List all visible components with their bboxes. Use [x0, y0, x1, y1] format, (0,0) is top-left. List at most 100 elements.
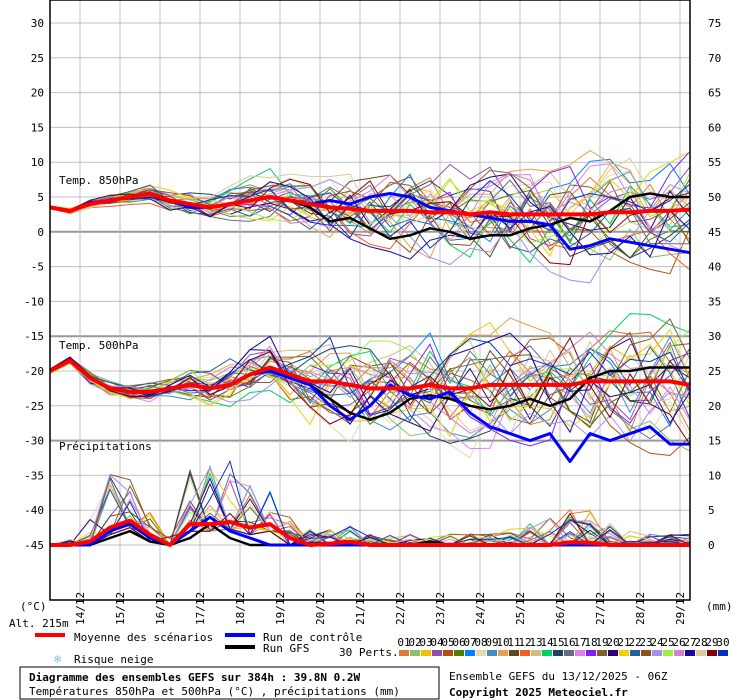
pert-swatch-21: [619, 650, 629, 656]
pert-id-label: 10: [496, 636, 509, 649]
perturbation-line-22: [49, 184, 691, 253]
pert-id-label: 22: [628, 636, 641, 649]
perturbation-line-22: [49, 346, 691, 422]
panel-label-500: Temp. 500hPa: [59, 339, 138, 352]
right-tick-label: 10: [708, 469, 721, 482]
legend-perts-label: 30 Perts.: [339, 646, 399, 659]
pert-id-label: 15: [551, 636, 564, 649]
pert-swatch-18: [586, 650, 596, 656]
pert-swatch-19: [597, 650, 607, 656]
pert-id-label: 12: [518, 636, 531, 649]
left-tick-label: 10: [31, 156, 44, 169]
pert-swatch-03: [421, 650, 431, 656]
perturbation-line-19: [49, 318, 691, 429]
mean-line: [50, 518, 690, 547]
right-axis-unit: (mm): [706, 600, 733, 613]
pert-swatch-06: [454, 650, 464, 656]
right-tick-label: 30: [708, 330, 721, 343]
pert-id-label: 24: [650, 636, 664, 649]
mean-line: [49, 358, 691, 394]
left-tick-label: 5: [37, 191, 44, 204]
pert-id-label: 05: [441, 636, 454, 649]
left-tick-label: -15: [24, 330, 44, 343]
plot-frame: [49, 0, 691, 601]
pert-swatch-26: [674, 650, 684, 656]
right-tick-label: 50: [708, 191, 721, 204]
right-tick-label: 55: [708, 156, 721, 169]
left-tick-label: -35: [24, 469, 44, 482]
perturbation-legend: 0102030405060708091011121314151617181920…: [397, 636, 730, 656]
legend-gfs-label: Run GFS: [263, 642, 309, 655]
pert-id-label: 13: [529, 636, 542, 649]
left-tick-label: 30: [31, 17, 44, 30]
x-tick-label: 20/12: [314, 592, 327, 625]
legend-control-swatch: [225, 633, 255, 637]
pert-id-label: 01: [397, 636, 410, 649]
pert-id-label: 18: [584, 636, 597, 649]
pert-id-label: 14: [540, 636, 554, 649]
x-tick-label: 16/12: [154, 592, 167, 625]
pert-id-label: 17: [573, 636, 586, 649]
x-tick-label: 14/12: [74, 592, 87, 625]
pert-id-label: 27: [683, 636, 696, 649]
x-tick-label: 17/12: [194, 592, 207, 625]
pert-id-label: 21: [617, 636, 630, 649]
pert-id-label: 30: [716, 636, 729, 649]
pert-id-label: 23: [639, 636, 652, 649]
right-tick-label: 60: [708, 121, 721, 134]
x-tick-label: 18/12: [234, 592, 247, 625]
chart-subtitle: Températures 850hPa et 500hPa (°C) , pré…: [29, 685, 400, 698]
pert-id-label: 07: [463, 636, 476, 649]
right-tick-label: 25: [708, 365, 721, 378]
title-box: [19, 666, 440, 700]
perturbation-line-17: [49, 163, 691, 254]
x-tick-label: 21/12: [354, 592, 367, 625]
x-tick-label: 24/12: [474, 592, 487, 625]
pert-swatch-28: [696, 650, 706, 656]
pert-swatch-14: [542, 650, 552, 656]
perturbation-line-25: [49, 329, 691, 422]
right-tick-label: 35: [708, 295, 721, 308]
left-tick-label: -5: [31, 261, 44, 274]
perturbation-line-12: [49, 193, 691, 271]
x-tick-label: 15/12: [114, 592, 127, 625]
mean-line: [49, 191, 691, 217]
left-tick-label: -10: [24, 295, 44, 308]
pert-id-label: 19: [595, 636, 608, 649]
legend-mean-label: Moyenne des scénarios: [74, 631, 213, 644]
left-tick-label: 0: [37, 226, 44, 239]
pert-swatch-08: [476, 650, 486, 656]
left-tick-label: -30: [24, 435, 44, 448]
pert-id-label: 08: [474, 636, 487, 649]
x-tick-label: 23/12: [434, 592, 447, 625]
x-tick-label: 22/12: [394, 592, 407, 625]
panel-label-precip: Précipitations: [59, 440, 152, 453]
right-tick-label: 75: [708, 17, 721, 30]
right-tick-label: 65: [708, 87, 721, 100]
left-tick-label: -25: [24, 400, 44, 413]
pert-swatch-20: [608, 650, 618, 656]
pert-swatch-25: [663, 650, 673, 656]
right-tick-label: 40: [708, 261, 721, 274]
pert-swatch-24: [652, 650, 662, 656]
pert-id-label: 16: [562, 636, 575, 649]
right-tick-label: 5: [708, 504, 715, 517]
left-axis-unit: (°C): [20, 600, 47, 613]
x-tick-label: 19/12: [274, 592, 287, 625]
right-tick-label: 70: [708, 52, 721, 65]
perturbation-line-06: [49, 355, 691, 428]
x-tick-label: 27/12: [594, 592, 607, 625]
pert-swatch-22: [630, 650, 640, 656]
pert-swatch-11: [509, 650, 519, 656]
pert-swatch-23: [641, 650, 651, 656]
pert-swatch-17: [575, 650, 585, 656]
pert-swatch-05: [443, 650, 453, 656]
pert-swatch-01: [399, 650, 409, 656]
perturbation-line-30: [49, 336, 691, 416]
right-tick-label: 20: [708, 400, 721, 413]
pert-id-label: 29: [705, 636, 718, 649]
pert-id-label: 09: [485, 636, 498, 649]
grid: [50, 0, 690, 600]
